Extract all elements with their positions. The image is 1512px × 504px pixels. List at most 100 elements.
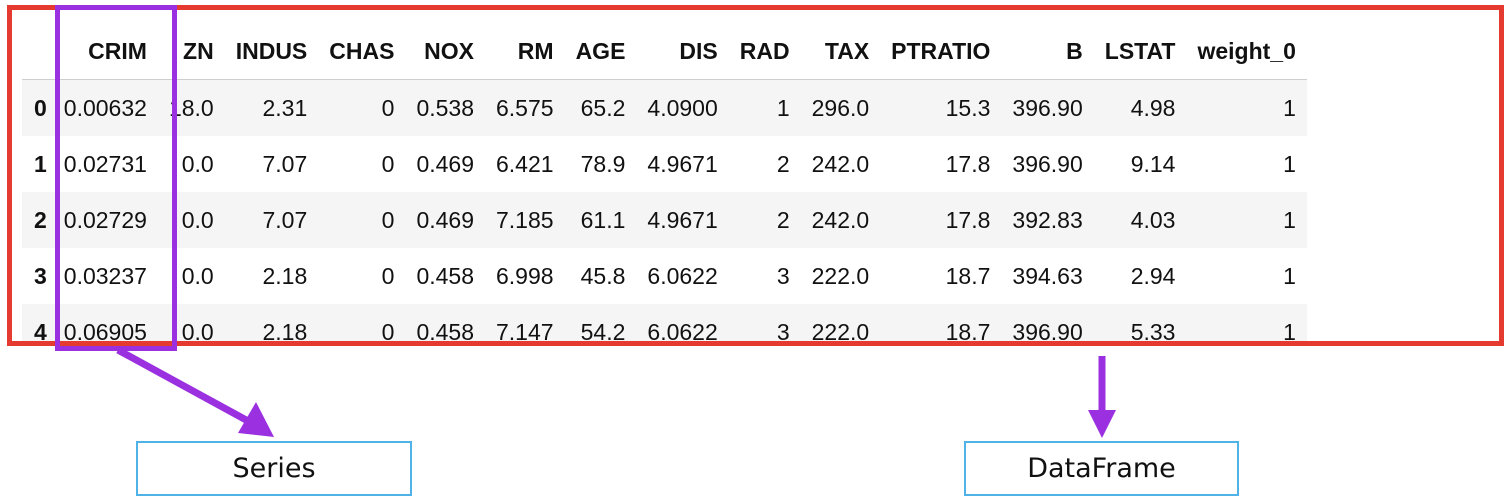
column-header-crim: CRIM [52,23,158,80]
table-cell: 78.9 [580,150,626,177]
table-cell: 0.0 [181,206,214,233]
table-cell: 0.538 [416,94,474,121]
column-header-zn: ZN [157,23,225,80]
table-cell: 242.0 [811,206,870,233]
table-cell: 222.0 [811,318,870,345]
column-header-dis: DIS [636,23,729,80]
column-header-rm: RM [485,23,565,80]
table-cell: 54.2 [580,318,626,345]
table-cell: 2.94 [1130,262,1176,289]
table-cell: 0.458 [416,318,474,345]
dataframe-arrow [1088,356,1116,438]
table-row: 3 0.03237 0.0 2.18 0 0.458 6.998 45.8 6.… [22,248,1307,304]
table-cell: 0 [381,94,395,121]
table-cell: 6.0622 [647,318,718,345]
table-cell: 1 [1283,206,1296,233]
series-label-box: Series [136,441,412,496]
column-header-lstat: LSTAT [1093,23,1187,80]
column-header-tax: TAX [800,23,881,80]
column-header-ptratio: PTRATIO [880,23,1002,80]
table-cell: 2 [776,150,790,177]
table-cell: 2 [776,206,790,233]
table-cell: 222.0 [811,262,870,289]
table-cell: 9.14 [1130,150,1176,177]
table-header-row: CRIM ZN INDUS CHAS NOX RM AGE DIS RAD TA… [22,23,1307,80]
series-arrow [116,346,274,437]
row-index: 4 [34,318,47,345]
table-cell: 1 [1283,94,1296,121]
table-cell: 4.98 [1130,94,1176,121]
table-cell: 1 [1283,262,1296,289]
column-header-weight-0: weight_0 [1186,23,1307,80]
table-cell: 6.575 [496,94,554,121]
table-cell: 3 [776,318,790,345]
table-cell: 7.147 [496,318,554,345]
table-cell: 7.07 [262,150,308,177]
table-cell: 1 [1283,318,1296,345]
column-header-rad: RAD [728,23,801,80]
table-cell: 4.03 [1130,206,1176,233]
table-cell: 4.0900 [647,94,718,121]
column-header-nox: NOX [405,23,485,80]
table-cell: 3 [776,262,790,289]
table-cell: 0 [381,206,395,233]
table-cell: 0.469 [416,150,474,177]
row-index: 2 [34,206,47,233]
table-cell: 0.02731 [63,150,147,177]
table-cell: 0.0 [181,150,214,177]
table-row: 0 0.00632 18.0 2.31 0 0.538 6.575 65.2 4… [22,79,1307,136]
table-cell: 15.3 [945,94,991,121]
column-header-chas: CHAS [318,23,406,80]
table-cell: 394.63 [1012,262,1083,289]
column-header-age: AGE [564,23,637,80]
series-highlight-box [55,5,177,351]
table-cell: 2.18 [262,318,308,345]
table-cell: 0.00632 [63,94,147,121]
series-label: Series [232,453,316,484]
table-cell: 7.185 [496,206,554,233]
table-cell: 396.90 [1012,150,1083,177]
row-index: 0 [34,94,47,121]
table-cell: 0.0 [181,318,214,345]
table-cell: 0.469 [416,206,474,233]
table-cell: 0 [381,318,395,345]
table-cell: 4.9671 [647,150,718,177]
table-cell: 0.0 [181,262,214,289]
table-cell: 0.06905 [63,318,147,345]
dataframe-label-box: DataFrame [964,441,1239,496]
table-cell: 6.998 [496,262,554,289]
index-header [22,23,53,80]
table-cell: 45.8 [580,262,626,289]
table-cell: 0 [381,150,395,177]
table-cell: 7.07 [262,206,308,233]
table-cell: 18.7 [945,262,991,289]
table-cell: 396.90 [1012,318,1083,345]
column-header-indus: INDUS [224,23,319,80]
table-cell: 4.9671 [647,206,718,233]
table-cell: 242.0 [811,150,870,177]
table-cell: 0.458 [416,262,474,289]
dataframe-label: DataFrame [1027,453,1176,484]
table-cell: 392.83 [1012,206,1083,233]
table-cell: 6.0622 [647,262,718,289]
table-cell: 5.33 [1130,318,1176,345]
table-cell: 18.7 [945,318,991,345]
dataframe-frame: CRIM ZN INDUS CHAS NOX RM AGE DIS RAD TA… [7,5,1504,346]
table-cell: 61.1 [580,206,626,233]
table-cell: 0.02729 [63,206,147,233]
table-cell: 17.8 [945,150,991,177]
table-cell: 65.2 [580,94,626,121]
table-cell: 0 [381,262,395,289]
table-cell: 296.0 [811,94,870,121]
table-cell: 1 [776,94,790,121]
table-row: 1 0.02731 0.0 7.07 0 0.469 6.421 78.9 4.… [22,136,1307,192]
table-cell: 1 [1283,150,1296,177]
dataframe-table: CRIM ZN INDUS CHAS NOX RM AGE DIS RAD TA… [22,23,1307,345]
table-cell: 6.421 [496,150,554,177]
row-index: 3 [34,262,47,289]
table-row: 2 0.02729 0.0 7.07 0 0.469 7.185 61.1 4.… [22,192,1307,248]
column-header-b: B [1001,23,1094,80]
table-cell: 396.90 [1012,94,1083,121]
table-cell: 17.8 [945,206,991,233]
